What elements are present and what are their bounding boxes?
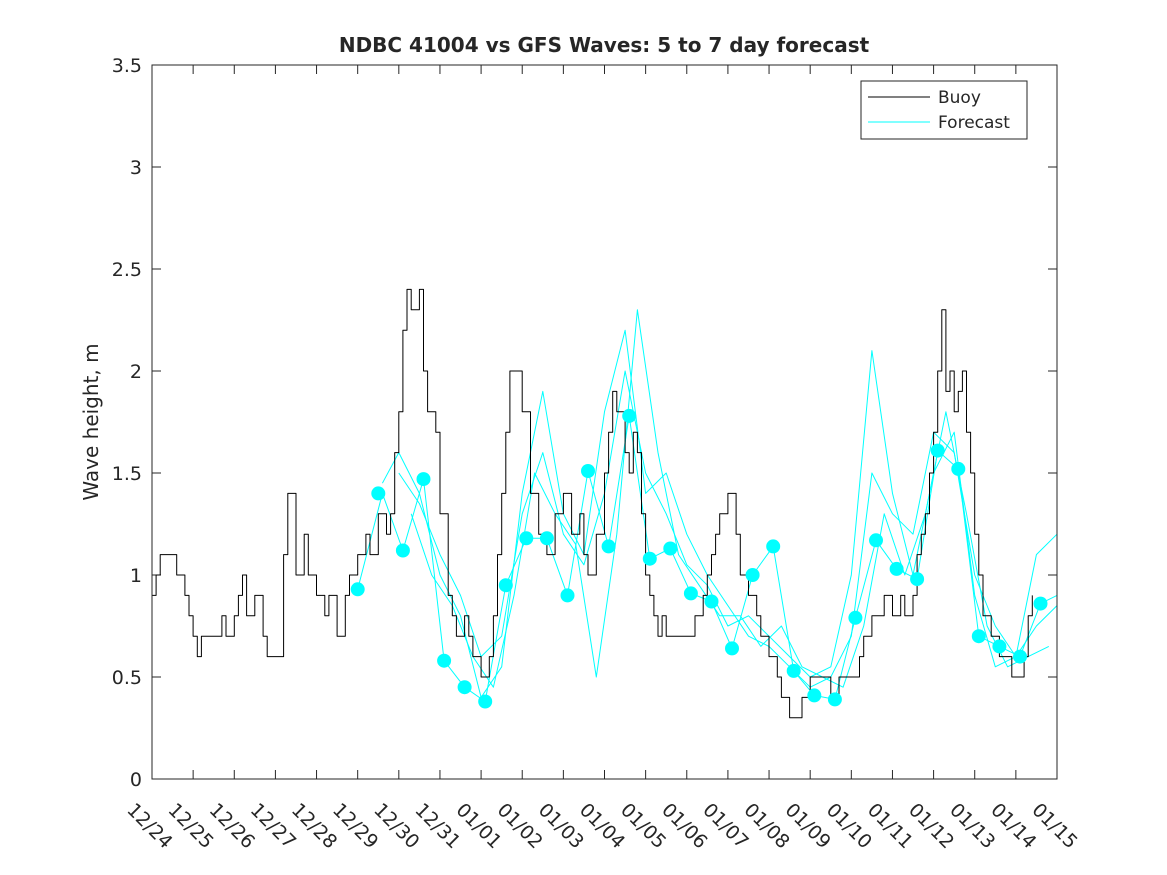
forecast-marker <box>827 692 842 707</box>
forecast-marker <box>951 461 966 476</box>
buoy-series-line <box>152 288 1033 719</box>
forecast-marker <box>1033 596 1048 611</box>
forecast-marker <box>992 639 1007 654</box>
y-tick-label: 0 <box>130 769 142 791</box>
forecast-marker <box>910 572 925 587</box>
forecast-marker <box>478 694 493 709</box>
y-tick-label: 3 <box>130 157 142 179</box>
forecast-marker <box>371 486 386 501</box>
forecast-marker <box>725 641 739 656</box>
legend-forecast-label: Forecast <box>938 113 1010 133</box>
plot-area <box>152 65 1057 779</box>
forecast-series-line <box>381 329 1058 698</box>
y-tick-labels: 0 0.5 1 1.5 2 2.5 3 3.5 <box>112 55 142 791</box>
y-tick-label: 3.5 <box>112 55 142 77</box>
forecast-marker <box>539 531 554 546</box>
legend-box <box>860 80 1028 140</box>
forecast-marker <box>766 539 781 554</box>
forecast-marker <box>601 539 616 554</box>
forecast-marker <box>622 408 637 423</box>
forecast-marker <box>807 688 822 703</box>
forecast-marker <box>350 582 365 597</box>
forecast-marker <box>437 653 452 668</box>
y-tick-label: 1 <box>130 565 142 587</box>
forecast-marker <box>889 561 904 576</box>
chart-title: NDBC 41004 vs GFS Waves: 5 to 7 day fore… <box>339 33 870 57</box>
forecast-marker <box>581 464 595 478</box>
forecast-marker <box>786 663 801 678</box>
forecast-marker <box>745 568 760 582</box>
forecast-marker <box>560 588 575 603</box>
plot-frame <box>151 64 1058 780</box>
y-tick-label: 2 <box>130 361 142 383</box>
tick-marks <box>151 64 1058 780</box>
forecast-marker <box>1013 649 1027 664</box>
forecast-marker <box>930 443 945 458</box>
forecast-marker <box>663 541 678 556</box>
forecast-markers <box>350 408 1048 709</box>
forecast-marker <box>498 578 513 593</box>
forecast-marker <box>519 531 534 546</box>
forecast-marker <box>971 629 986 644</box>
y-tick-label: 0.5 <box>112 667 142 689</box>
forecast-marker <box>457 680 472 695</box>
y-axis-label: Wave height, m <box>79 343 103 500</box>
forecast-marker <box>416 472 431 487</box>
forecast-marker <box>683 586 698 601</box>
forecast-series-line <box>398 350 1058 678</box>
y-tick-label: 2.5 <box>112 259 142 281</box>
forecast-marker <box>642 551 657 566</box>
forecast-series-line <box>410 309 1050 688</box>
forecast-marker <box>395 543 410 558</box>
legend-buoy-label: Buoy <box>938 88 981 108</box>
legend: Buoy Forecast <box>860 80 1028 140</box>
forecast-marker <box>704 594 719 609</box>
y-tick-label: 1.5 <box>112 463 142 485</box>
forecast-marker <box>869 533 883 548</box>
forecast-marker <box>848 610 863 625</box>
